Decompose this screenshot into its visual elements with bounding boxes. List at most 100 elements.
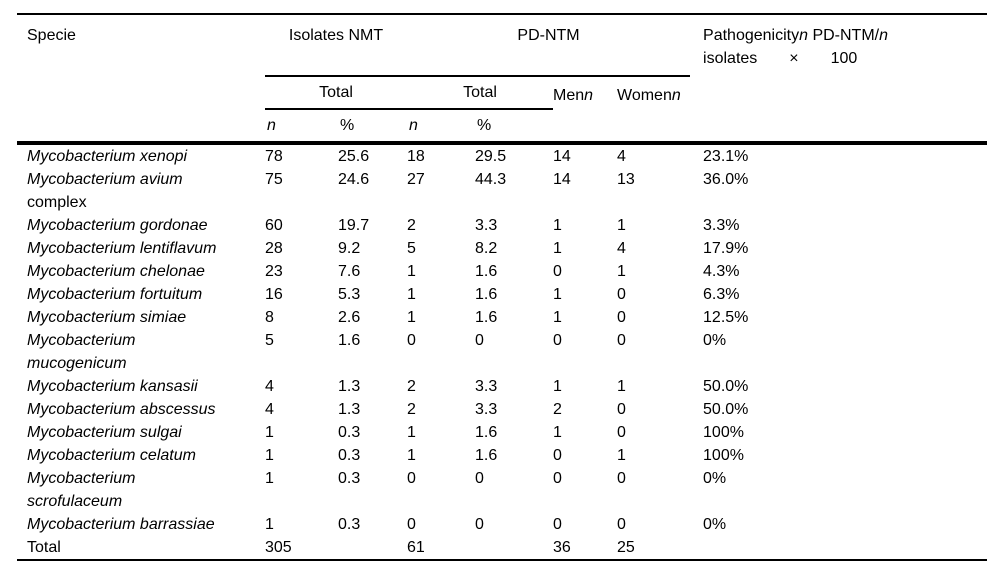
table-row: Mycobacterium avium complex 75 24.6 27 44.3 14… bbox=[17, 168, 987, 214]
text-segment: Pathogenicity bbox=[703, 27, 800, 44]
table-row: Mycobacterium celatum 1 0.3 1 1.6 0 1 100% bbox=[17, 444, 987, 467]
cell-pathogenicity: 100% bbox=[703, 447, 744, 464]
cell-species: Mycobacterium abscessus bbox=[17, 398, 265, 421]
table-row: Mycobacterium lentiflavum 28 9.2 5 8.2 1 4 17.9… bbox=[17, 237, 987, 260]
cell-pathogenicity: 36.0% bbox=[703, 171, 749, 188]
cell-n_nmt: 75 bbox=[265, 171, 283, 188]
cell-pct_pd: 0 bbox=[475, 332, 484, 349]
cell-pathogenicity: 4.3% bbox=[703, 263, 740, 280]
cell-n_pd: 1 bbox=[407, 286, 416, 303]
species-name-line: complex bbox=[27, 194, 87, 211]
women-n-symbol: n bbox=[671, 87, 681, 104]
cell-men: 14 bbox=[553, 148, 571, 165]
cell-pct_pd: 44.3 bbox=[475, 171, 507, 188]
cell-men: 1 bbox=[553, 378, 562, 395]
cell-species: Mycobacterium chelonae bbox=[17, 260, 265, 283]
cell-species: Mycobacterium scrofulaceum bbox=[17, 467, 265, 513]
cell-n_pd: 0 bbox=[407, 516, 416, 533]
cell-pct_nmt: 1.6 bbox=[338, 332, 361, 349]
species-name-line: Mycobacterium lentiflavum bbox=[27, 240, 217, 257]
species-name-line: scrofulaceum bbox=[27, 493, 123, 510]
cell-pathogenicity: 12.5% bbox=[703, 309, 749, 326]
header-row-groups: Specie Isolates NMT PD-NTM Pathogenicity… bbox=[17, 14, 988, 145]
species-name-line: Mycobacterium celatum bbox=[27, 447, 196, 464]
cell-n_nmt: 5 bbox=[265, 332, 274, 349]
cell-pct_nmt: 0.3 bbox=[338, 447, 361, 464]
cell-species: Mycobacterium xenopi bbox=[17, 143, 265, 168]
cell-n_nmt: 23 bbox=[265, 263, 283, 280]
cell-species: Total bbox=[17, 536, 265, 560]
species-name-line: Mycobacterium kansasii bbox=[27, 378, 198, 395]
table-row: Mycobacterium gordonae 60 19.7 2 3.3 1 1 3.3% bbox=[17, 214, 987, 237]
cell-n_nmt: 4 bbox=[265, 401, 274, 418]
cell-pct_nmt: 0.3 bbox=[338, 424, 361, 441]
species-name-line: Mycobacterium xenopi bbox=[27, 148, 188, 165]
cell-men: 0 bbox=[553, 447, 562, 464]
cell-pathogenicity: 0% bbox=[703, 332, 727, 349]
column-header-men: Menn bbox=[553, 76, 617, 145]
table-row: Mycobacterium chelonae 23 7.6 1 1.6 0 1 4.3% bbox=[17, 260, 987, 283]
cell-pct_nmt: 0.3 bbox=[338, 516, 361, 533]
cell-species: Mycobacterium lentiflavum bbox=[17, 237, 265, 260]
cell-men: 2 bbox=[553, 401, 562, 418]
column-header-pathogenicity: Pathogenicityn PD-NTM/n isolates × 100 bbox=[690, 14, 988, 145]
cell-women: 1 bbox=[617, 378, 626, 395]
column-header-total-nmt: Total bbox=[265, 76, 407, 110]
column-header-women: Womenn bbox=[617, 76, 691, 145]
species-name-line: Mycobacterium chelonae bbox=[27, 263, 205, 280]
species-table: Specie Isolates NMT PD-NTM Pathogenicity… bbox=[17, 13, 988, 561]
species-name-line: Mycobacterium simiae bbox=[27, 309, 187, 326]
cell-n_nmt: 1 bbox=[265, 516, 274, 533]
cell-pct_pd: 1.6 bbox=[475, 447, 498, 464]
species-name-line: Mycobacterium fortuitum bbox=[27, 286, 203, 303]
cell-pct_pd: 1.6 bbox=[475, 263, 498, 280]
table-row: Mycobacterium scrofulaceum 1 0.3 0 0 0 0 0% bbox=[17, 467, 987, 513]
cell-n_nmt: 1 bbox=[265, 470, 274, 487]
cell-n_pd: 1 bbox=[407, 424, 416, 441]
column-group-isolates-nmt: Isolates NMT bbox=[265, 14, 407, 77]
cell-pathogenicity: 6.3% bbox=[703, 286, 740, 303]
cell-pathogenicity: 50.0% bbox=[703, 378, 749, 395]
cell-women: 0 bbox=[617, 309, 626, 326]
cell-pct_nmt: 2.6 bbox=[338, 309, 361, 326]
cell-pct_nmt: 9.2 bbox=[338, 240, 361, 257]
cell-men: 0 bbox=[553, 470, 562, 487]
species-name-line: Mycobacterium gordonae bbox=[27, 217, 208, 234]
cell-women: 0 bbox=[617, 424, 626, 441]
cell-species: Mycobacterium simiae bbox=[17, 306, 265, 329]
column-group-pd-ntm: PD-NTM bbox=[407, 14, 691, 77]
cell-pct_pd: 0 bbox=[475, 470, 484, 487]
column-header-specie: Specie bbox=[17, 14, 265, 145]
cell-species: Mycobacterium gordonae bbox=[17, 214, 265, 237]
cell-species: Mycobacterium kansasii bbox=[17, 375, 265, 398]
cell-n_nmt: 1 bbox=[265, 447, 274, 464]
cell-men: 0 bbox=[553, 516, 562, 533]
cell-pct_nmt: 1.3 bbox=[338, 401, 361, 418]
species-name-line: Mycobacterium barrassiae bbox=[27, 516, 215, 533]
text-segment: n bbox=[879, 27, 889, 44]
cell-pathogenicity: 17.9% bbox=[703, 240, 749, 257]
table-row: Mycobacterium simiae 8 2.6 1 1.6 1 0 12.5% bbox=[17, 306, 987, 329]
cell-pct_pd: 3.3 bbox=[475, 401, 498, 418]
table-header: Specie Isolates NMT PD-NTM Pathogenicity… bbox=[17, 14, 988, 145]
cell-n_pd: 2 bbox=[407, 378, 416, 395]
men-n-symbol: n bbox=[584, 87, 594, 104]
cell-n_pd: 1 bbox=[407, 309, 416, 326]
cell-pct_pd: 3.3 bbox=[475, 378, 498, 395]
cell-n_nmt: 4 bbox=[265, 378, 274, 395]
table-row: Mycobacterium mucogenicum 5 1.6 0 0 0 0 0% bbox=[17, 329, 987, 375]
cell-men: 36 bbox=[553, 539, 571, 556]
cell-pct_nmt: 1.3 bbox=[338, 378, 361, 395]
cell-n_nmt: 16 bbox=[265, 286, 283, 303]
cell-n_nmt: 305 bbox=[265, 539, 292, 556]
column-header-n-pd: n bbox=[407, 109, 475, 145]
species-name-line: mucogenicum bbox=[27, 355, 127, 372]
cell-n_nmt: 60 bbox=[265, 217, 283, 234]
cell-pct_pd: 3.3 bbox=[475, 217, 498, 234]
pathogenicity-header-line2: isolates × 100 bbox=[703, 50, 858, 67]
cell-women: 13 bbox=[617, 171, 635, 188]
cell-pathogenicity: 100% bbox=[703, 424, 744, 441]
column-header-pct-nmt: % bbox=[338, 109, 407, 145]
species-name-line: Mycobacterium sulgai bbox=[27, 424, 182, 441]
